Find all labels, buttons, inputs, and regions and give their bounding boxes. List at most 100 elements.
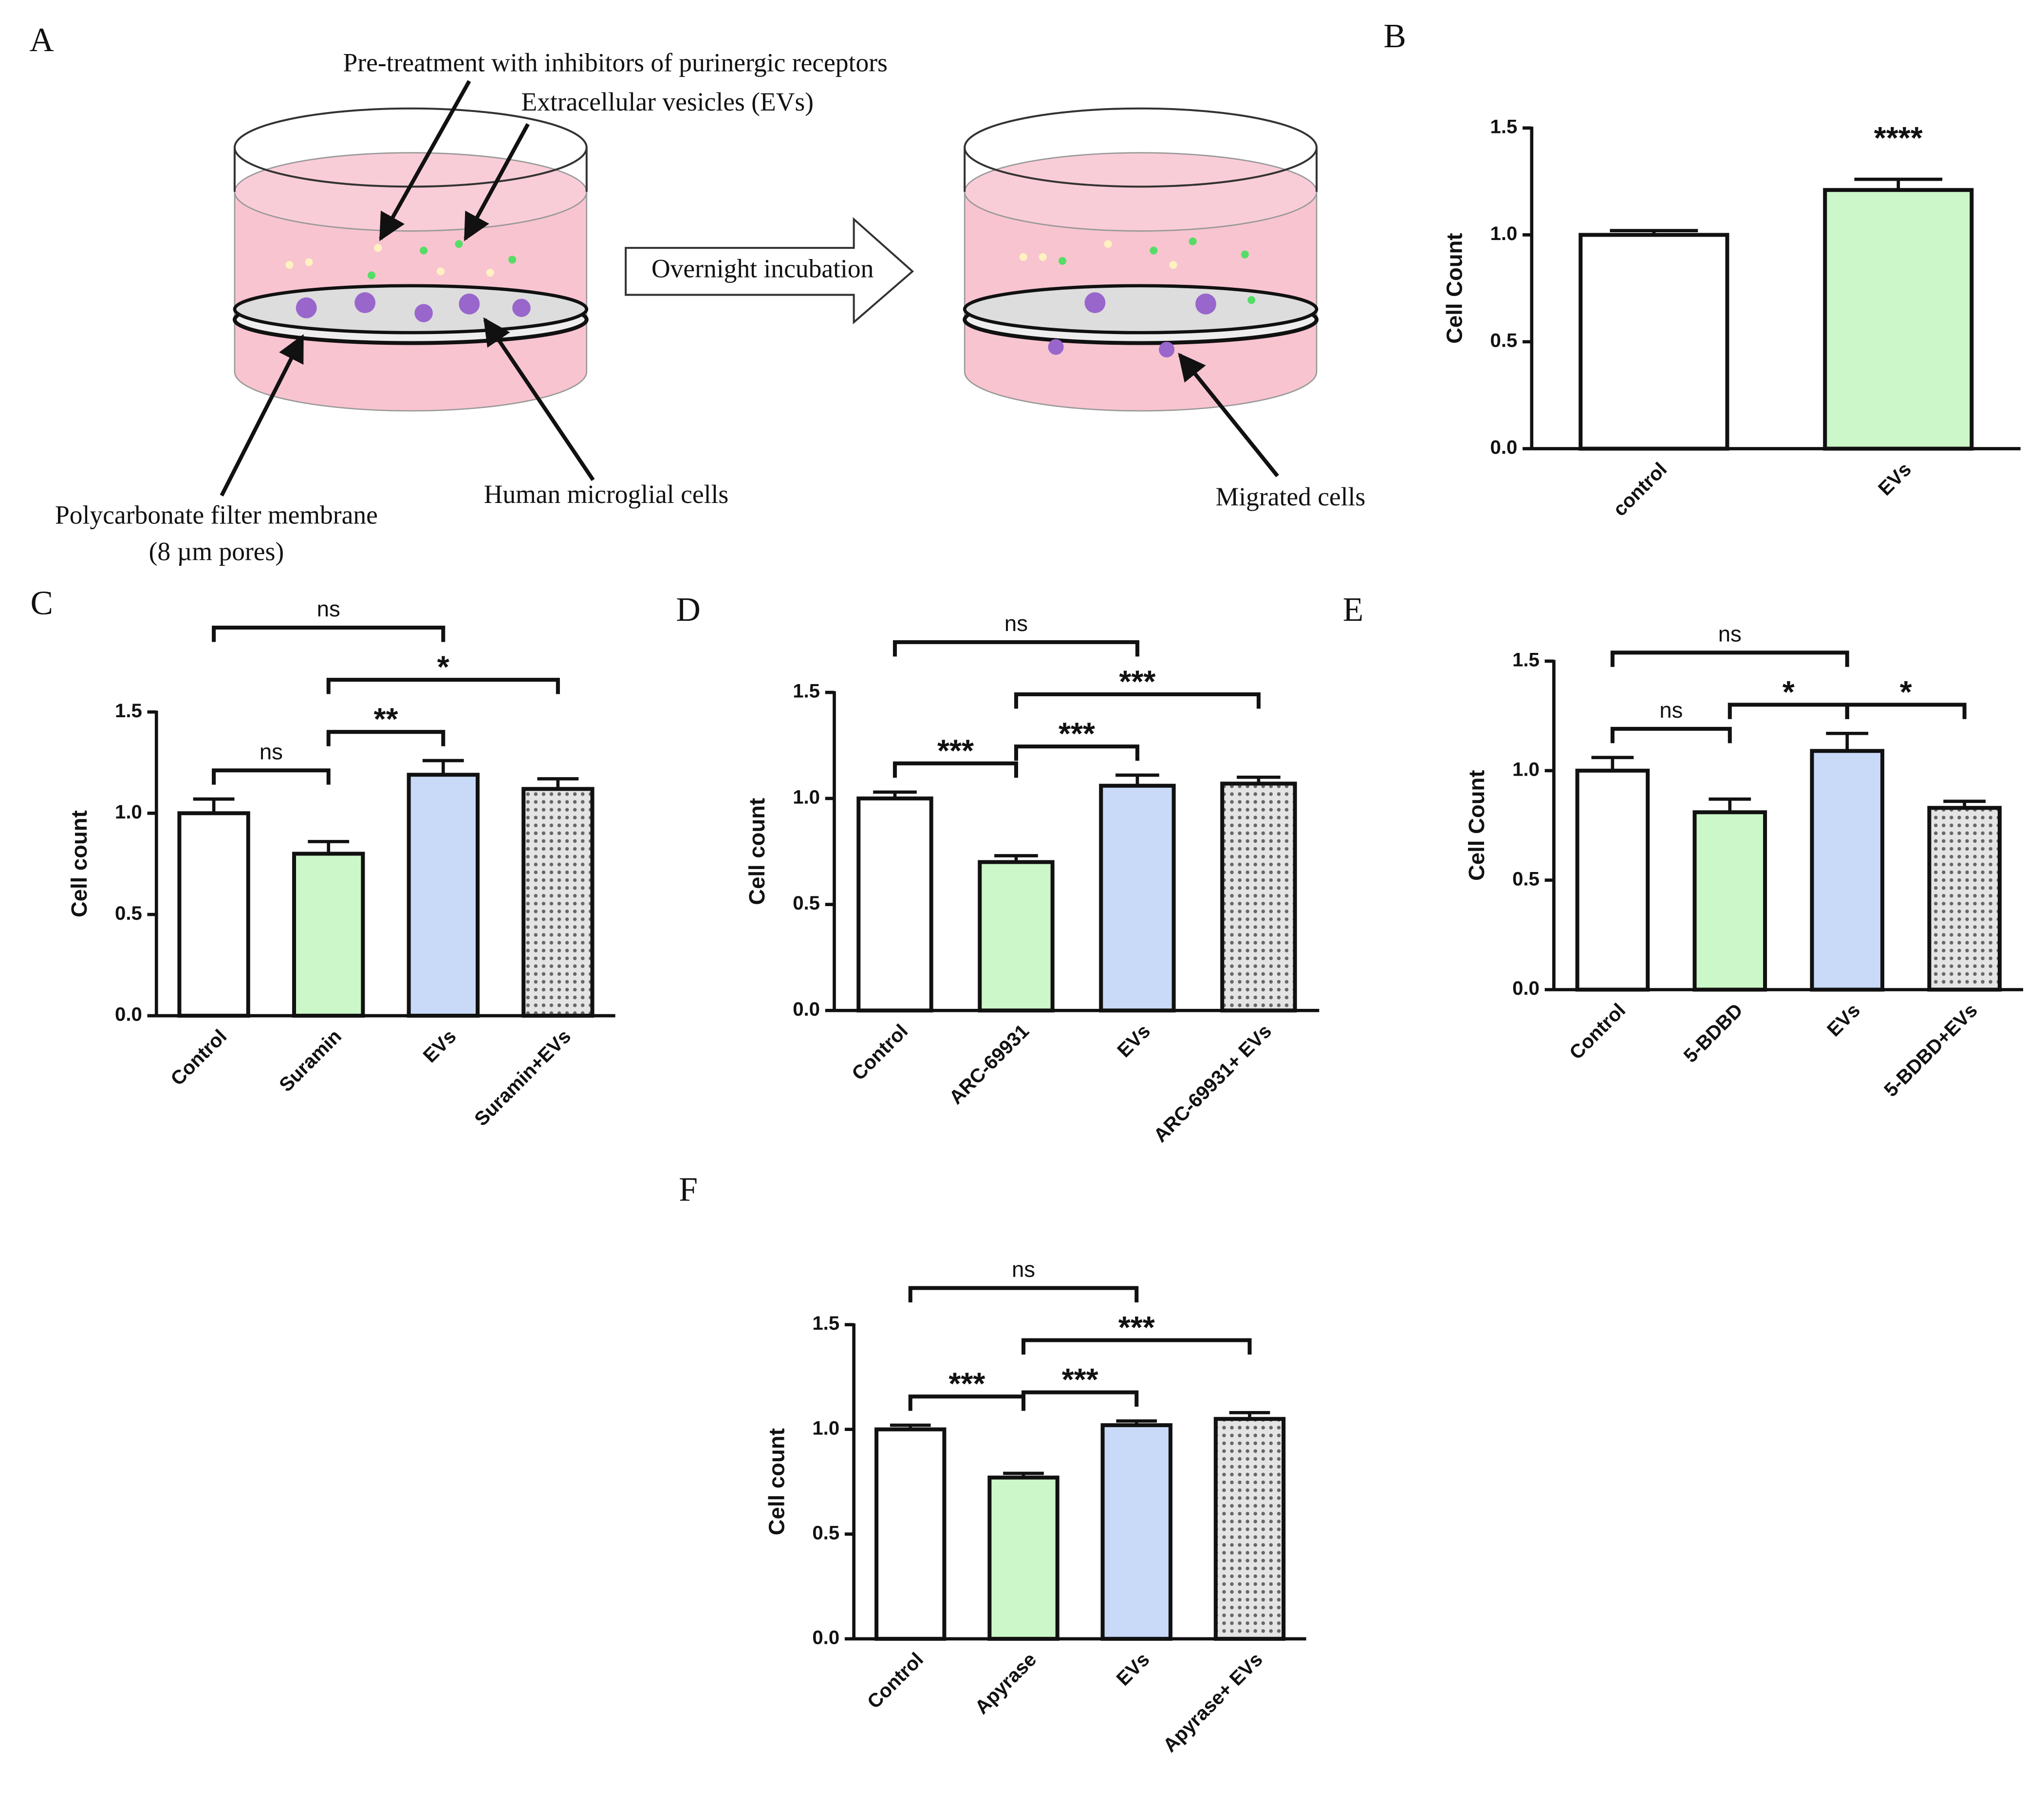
y-tick-label: 0.5 [115,902,142,924]
bar [1100,1423,1172,1641]
significance-label: ns [1659,698,1683,723]
bar [1823,188,1974,451]
x-tick-label: EVs [1112,1648,1153,1690]
membrane [233,284,589,334]
significance-label: ns [317,596,340,621]
significance-bracket [326,730,446,746]
bar [1575,768,1650,992]
x-tick-label: EVs [419,1025,460,1067]
diagram-label: Human microglial cells [484,480,728,509]
well-wall [233,148,588,192]
bar [407,773,480,1018]
significance-bracket [1021,1338,1252,1355]
bar [1579,233,1729,451]
y-tick-label: 1.5 [793,680,820,702]
panel-label: F [679,1171,698,1208]
medium-top [234,152,588,232]
y-tick-label: 1.0 [793,786,820,808]
vesicles [1019,237,1256,304]
well-wall [964,148,1318,192]
diagram-label: Extracellular vesicles (EVs) [521,87,814,116]
panel-label: A [30,21,54,59]
significance-label: *** [1119,664,1155,699]
y-tick-label: 0.0 [1490,436,1518,458]
significance-bracket [1610,726,1732,743]
y-tick-label: 0.5 [793,892,820,914]
significance-bracket [1845,703,1967,719]
y-axis-label: Cell count [67,810,92,917]
significance-bracket [892,640,1139,657]
bar [1927,806,2002,992]
y-tick-label: 1.5 [115,700,142,722]
significance-label: *** [1059,716,1095,751]
y-axis-label: Cell Count [1464,770,1489,880]
y-tick-label: 0.0 [793,998,820,1020]
x-tick-label: Suramin+EVs [470,1025,576,1131]
x-tick-label: Control [1565,999,1630,1064]
membrane [963,284,1319,334]
x-tick-label: Apyrase [970,1648,1041,1718]
bar [521,787,595,1018]
significance-bracket [326,678,560,694]
significance-label: * [1900,674,1912,709]
well-rim [964,107,1318,188]
significance-label: ns [1004,611,1028,636]
panel-label: B [1383,18,1406,55]
x-tick-label: Control [167,1025,231,1090]
x-tick-label: Control [863,1648,928,1713]
bar [1810,749,1885,992]
x-tick-label: control [1609,458,1671,520]
cells [296,292,531,322]
bar [1692,810,1767,992]
x-tick-label: Apyrase+ EVs [1159,1648,1267,1756]
diagram-label: Polycarbonate filter membrane [55,501,378,530]
significance-bracket [212,626,446,642]
bar [1099,783,1176,1013]
y-tick-label: 1.0 [115,801,142,823]
panel-label: E [1343,591,1364,629]
panel-label: C [30,584,53,622]
diagram-label: (8 µm pores) [149,537,284,566]
process-arrow [625,217,914,325]
significance-bracket [1014,692,1261,709]
x-tick-label: EVs [1113,1020,1154,1061]
medium-top [964,152,1318,232]
significance-label: * [437,650,449,685]
x-tick-label: 5-BDBD+EVs [1880,999,1982,1101]
y-tick-label: 1.5 [812,1312,839,1334]
significance-bracket [1021,1390,1139,1407]
x-tick-label: 5-BDBD [1679,999,1747,1067]
diagram-label: Migrated cells [1216,482,1366,511]
significance-label: **** [1874,120,1923,155]
significance-label: *** [1118,1310,1155,1345]
bar [1220,781,1297,1013]
x-tick-label: Control [848,1020,912,1085]
diagram-label: Overnight incubation [651,254,873,283]
y-tick-label: 0.0 [115,1003,142,1025]
bar [874,1427,947,1641]
x-tick-label: EVs [1874,458,1915,500]
y-axis-label: Cell count [764,1428,789,1535]
x-tick-label: EVs [1823,999,1864,1040]
significance-label: *** [948,1366,985,1401]
significance-bracket [1014,744,1139,761]
significance-label: ns [260,739,283,764]
y-tick-label: 1.0 [1490,223,1518,244]
x-tick-label: ARC-69931 [945,1020,1034,1109]
significance-label: *** [1062,1362,1098,1397]
y-tick-label: 0.5 [1512,868,1540,890]
vesicles [285,240,517,279]
bar [1213,1417,1286,1641]
significance-bracket [212,768,331,785]
significance-bracket [892,761,1018,778]
y-axis-label: Cell count [744,798,769,905]
significance-label: *** [937,733,974,768]
y-tick-label: 1.5 [1512,649,1540,670]
y-tick-label: 0.5 [1490,330,1518,352]
y-axis-label: Cell Count [1442,233,1467,343]
bar [987,1475,1059,1641]
panel-label: D [676,591,700,629]
cells [1048,292,1216,358]
bar [292,852,365,1018]
